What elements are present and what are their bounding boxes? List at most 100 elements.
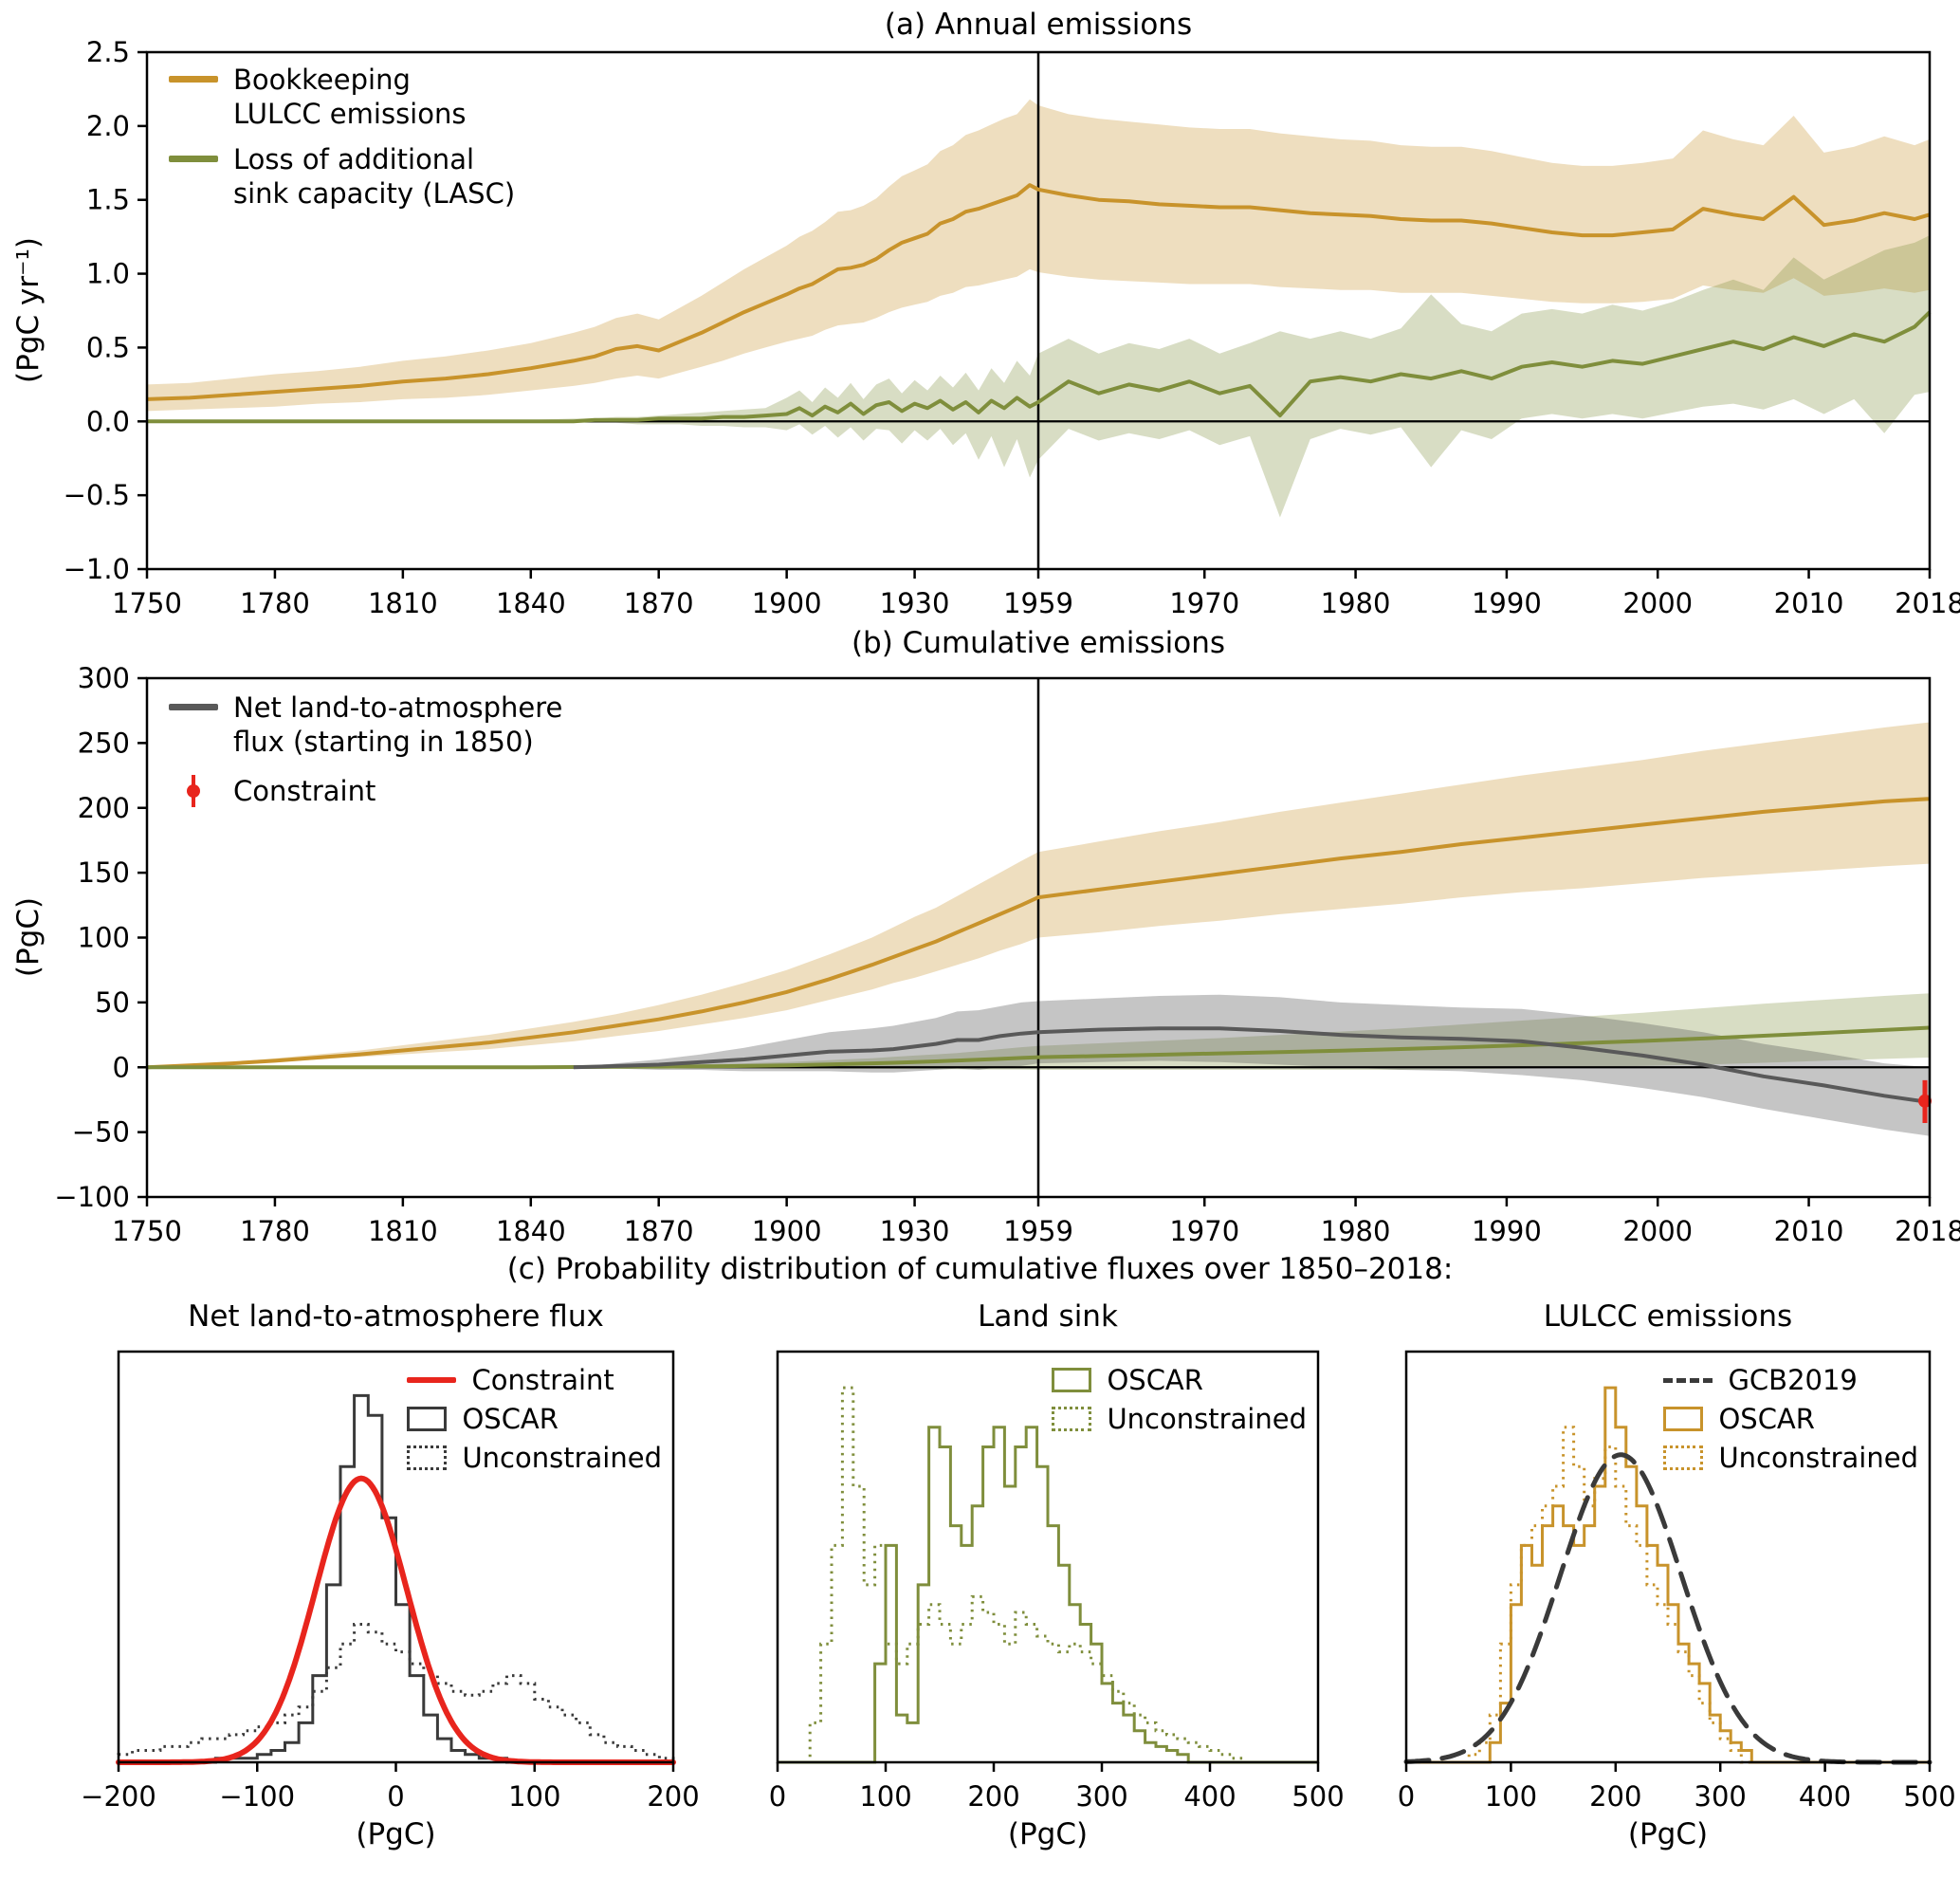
legend-entry-constraint-curve: Constraint xyxy=(407,1364,662,1396)
subplot-lulcc-title: LULCC emissions xyxy=(1543,1299,1793,1334)
legend-entry-oscar: OSCAR xyxy=(407,1403,662,1435)
svg-text:1750: 1750 xyxy=(112,1215,182,1247)
legend-label: Unconstrained xyxy=(462,1442,662,1474)
svg-text:1780: 1780 xyxy=(240,1215,310,1247)
constraint-line-swatch xyxy=(407,1377,457,1383)
svg-text:1900: 1900 xyxy=(752,587,822,619)
oscar-hist-swatch xyxy=(407,1407,448,1431)
svg-text:300: 300 xyxy=(78,662,130,694)
svg-text:−1.0: −1.0 xyxy=(64,553,130,585)
svg-text:1980: 1980 xyxy=(1321,587,1391,619)
svg-text:500: 500 xyxy=(1291,1780,1344,1813)
svg-text:2000: 2000 xyxy=(1622,1215,1693,1247)
oscar-hist-swatch xyxy=(1663,1407,1704,1431)
subplot-netflux-xlabel: (PgC) xyxy=(356,1817,436,1851)
legend-label: Unconstrained xyxy=(1107,1403,1307,1435)
svg-text:1980: 1980 xyxy=(1321,1215,1391,1247)
svg-text:300: 300 xyxy=(1694,1780,1747,1813)
svg-text:2010: 2010 xyxy=(1774,587,1844,619)
legend-label: OSCAR xyxy=(1718,1403,1815,1435)
subplot-landsink-legend: OSCAR Unconstrained xyxy=(1052,1364,1307,1435)
subplot-netflux-title: Net land-to-atmosphere flux xyxy=(188,1299,604,1334)
svg-text:1959: 1959 xyxy=(1003,1215,1073,1247)
legend-label-lasc: Loss of additional sink capacity (LASC) xyxy=(233,143,516,210)
svg-text:200: 200 xyxy=(967,1780,1019,1813)
svg-text:2018: 2018 xyxy=(1895,587,1960,619)
subplot-landsink-title: Land sink xyxy=(978,1299,1118,1334)
svg-text:0: 0 xyxy=(769,1780,786,1813)
legend-entry-gcb2019: GCB2019 xyxy=(1663,1364,1918,1396)
svg-text:1970: 1970 xyxy=(1169,1215,1239,1247)
panel-b-ylabel: (PgC) xyxy=(11,896,46,978)
unconstrained-hist-swatch xyxy=(407,1445,448,1470)
svg-text:0.0: 0.0 xyxy=(86,405,130,437)
subplot-landsink-xlabel: (PgC) xyxy=(1007,1817,1089,1851)
panel-b-legend: Net land-to-atmosphere flux (starting in… xyxy=(169,690,562,812)
svg-text:100: 100 xyxy=(508,1780,560,1813)
svg-text:1.5: 1.5 xyxy=(86,184,130,216)
svg-text:100: 100 xyxy=(859,1780,911,1813)
panel-a-title: (a) Annual emissions xyxy=(884,8,1193,42)
oscar-hist-swatch xyxy=(1052,1368,1092,1392)
legend-label-constraint: Constraint xyxy=(233,775,376,807)
legend-entry-unconstrained: Unconstrained xyxy=(407,1442,662,1474)
legend-entry-unconstrained: Unconstrained xyxy=(1052,1403,1307,1435)
legend-label: OSCAR xyxy=(462,1403,559,1435)
svg-text:1840: 1840 xyxy=(496,1215,566,1247)
svg-text:1810: 1810 xyxy=(368,1215,438,1247)
legend-entry-netflux: Net land-to-atmosphere flux (starting in… xyxy=(169,690,562,759)
subplot-lulcc-legend: GCB2019 OSCAR Unconstrained xyxy=(1663,1364,1918,1474)
svg-text:1990: 1990 xyxy=(1472,587,1542,619)
svg-text:0.5: 0.5 xyxy=(86,331,130,363)
svg-text:−200: −200 xyxy=(81,1780,156,1813)
svg-text:200: 200 xyxy=(647,1780,699,1813)
legend-label: GCB2019 xyxy=(1728,1364,1858,1396)
svg-text:1780: 1780 xyxy=(240,587,310,619)
svg-text:2010: 2010 xyxy=(1774,1215,1844,1247)
subplot-lulcc-xlabel: (PgC) xyxy=(1627,1817,1709,1851)
svg-text:400: 400 xyxy=(1799,1780,1851,1813)
netflux-line-swatch xyxy=(169,704,218,710)
svg-text:−0.5: −0.5 xyxy=(64,479,130,511)
svg-text:2.5: 2.5 xyxy=(86,36,130,68)
panel-c-suptitle: (c) Probability distribution of cumulati… xyxy=(506,1252,1454,1286)
svg-text:1.0: 1.0 xyxy=(86,258,130,290)
legend-entry-unconstrained: Unconstrained xyxy=(1663,1442,1918,1474)
legend-entry-oscar: OSCAR xyxy=(1663,1403,1918,1435)
svg-text:2.0: 2.0 xyxy=(86,110,130,142)
svg-text:0: 0 xyxy=(387,1780,404,1813)
legend-label: Unconstrained xyxy=(1718,1442,1918,1474)
svg-text:1900: 1900 xyxy=(752,1215,822,1247)
svg-text:150: 150 xyxy=(78,856,130,889)
svg-text:0: 0 xyxy=(1398,1780,1415,1813)
svg-text:−100: −100 xyxy=(219,1780,295,1813)
svg-text:200: 200 xyxy=(1589,1780,1641,1813)
svg-text:1750: 1750 xyxy=(112,587,182,619)
svg-text:−100: −100 xyxy=(54,1181,130,1213)
svg-text:1810: 1810 xyxy=(368,587,438,619)
svg-text:300: 300 xyxy=(1075,1780,1127,1813)
svg-text:50: 50 xyxy=(95,986,130,1019)
svg-text:400: 400 xyxy=(1183,1780,1236,1813)
subplot-netflux-legend: Constraint OSCAR Unconstrained xyxy=(407,1364,662,1474)
svg-text:1870: 1870 xyxy=(624,587,694,619)
svg-text:−50: −50 xyxy=(72,1116,130,1149)
svg-text:1840: 1840 xyxy=(496,587,566,619)
panel-b-title: (b) Cumulative emissions xyxy=(851,626,1226,660)
legend-entry-lasc: Loss of additional sink capacity (LASC) xyxy=(169,142,515,211)
lasc-line-swatch xyxy=(169,156,218,162)
svg-text:1930: 1930 xyxy=(880,1215,950,1247)
svg-text:1959: 1959 xyxy=(1003,587,1073,619)
svg-text:100: 100 xyxy=(1485,1780,1537,1813)
svg-text:1930: 1930 xyxy=(880,587,950,619)
svg-text:2000: 2000 xyxy=(1622,587,1693,619)
svg-text:100: 100 xyxy=(78,922,130,954)
unconstrained-hist-swatch xyxy=(1052,1407,1092,1431)
panel-a-legend: Bookkeeping LULCC emissions Loss of addi… xyxy=(169,63,515,211)
svg-text:0: 0 xyxy=(113,1051,130,1083)
legend-entry-constraint: Constraint xyxy=(169,770,562,812)
svg-text:1970: 1970 xyxy=(1169,587,1239,619)
svg-text:500: 500 xyxy=(1903,1780,1955,1813)
panel-a-ylabel: (PgC yr⁻¹) xyxy=(11,237,46,383)
